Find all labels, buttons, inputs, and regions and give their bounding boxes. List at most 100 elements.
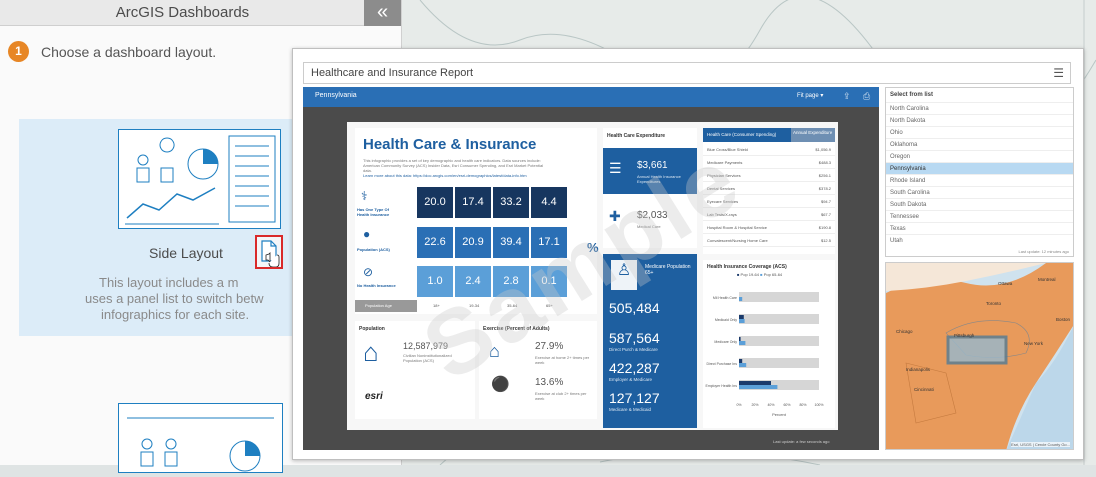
value-cell: 4.4 — [531, 187, 567, 218]
value-cell: 17.1 — [531, 227, 567, 258]
layout-description: This layout includes a m uses a panel li… — [71, 275, 321, 323]
legend-swatch-icon: ■ — [760, 272, 763, 277]
coverage-bar-background — [739, 336, 819, 346]
medicare-stat-value: 587,564 — [609, 330, 660, 346]
expenditure-2-label: Medical Care — [637, 224, 661, 229]
double-chevron-left-icon: « — [376, 1, 389, 23]
percent-symbol: % — [587, 240, 599, 255]
coverage-tick-label: 40% — [767, 403, 774, 407]
list-item[interactable]: Ohio — [886, 126, 1073, 138]
row-label-population: Population (ACS) — [357, 247, 390, 252]
list-item[interactable]: Pennsylvania — [886, 162, 1073, 174]
coverage-bar-chart: Mil Health Care Medicaid Only Medicare Onl… — [705, 292, 823, 417]
coverage-tick-label: 20% — [751, 403, 758, 407]
dashboard-footer-note: Last update: a few seconds ago — [773, 439, 830, 444]
coverage-title: Health Insurance Coverage (ACS) — [707, 264, 787, 270]
legend-label: Pop 65-64 — [763, 272, 783, 277]
coverage-bar — [739, 363, 747, 367]
spending-row: Eyecare Services $94.7 — [703, 196, 835, 208]
panel-header: ArcGIS Dashboards « — [0, 0, 401, 26]
spending-row: Hospital Room & Hospital Service $190.8 — [703, 222, 835, 234]
list-item[interactable]: South Carolina — [886, 186, 1073, 198]
list-item[interactable]: South Dakota — [886, 198, 1073, 210]
state-list: North Carolina North Dakota Ohio Oklahoma Or… — [886, 102, 1073, 246]
spending-value: $488.3 — [818, 160, 831, 165]
list-header: Select from list — [890, 92, 934, 98]
spending-value: $67.7 — [820, 212, 831, 217]
row-label-insured: Has One Type Of Health Insurance — [357, 207, 390, 217]
spending-row: Blue Cross/Blue Shield $1,056.9 — [703, 144, 835, 156]
expenditure-1-block: ☰ $3,661 Annual Health Insurance Expendi… — [603, 148, 697, 194]
health-care-card: Health Care & Insurance This infographic… — [355, 128, 599, 314]
medicare-stat-value: 505,484 — [609, 300, 660, 316]
preview-layout-button[interactable] — [255, 235, 283, 269]
state-list-panel: Select from list North Carolina North Dak… — [885, 87, 1074, 257]
population-card: Population ⌂ 12,587,979 Civilian Noninst… — [355, 321, 475, 419]
print-icon[interactable]: ⎙ — [863, 91, 871, 101]
dashboard-header-bar: Pennsylvania Fit page ▾ ⇪ ⎙ — [303, 87, 879, 107]
infographic-title: Health Care & Insurance — [363, 136, 537, 153]
popup-title: Healthcare and Insurance Report — [311, 67, 474, 79]
population-value: 12,587,979 — [403, 341, 449, 351]
population-title: Population — [359, 326, 385, 332]
map-label: Indianapolis — [906, 367, 931, 372]
list-item[interactable]: Tennessee — [886, 210, 1073, 222]
popup-title-bar: Healthcare and Insurance Report ☰ — [303, 62, 1071, 84]
spending-row: Dental Services $378.2 — [703, 183, 835, 195]
population-label: Civilian Noninstitutionalized Population… — [403, 353, 452, 363]
map-label: Ottawa — [998, 281, 1013, 286]
age-group: 19-34 — [469, 303, 480, 308]
layout-option-side[interactable]: Side Layout This layout includes a m use… — [19, 119, 319, 336]
spending-label: Convalescent/Nursing Home Care — [707, 238, 768, 243]
coverage-bar — [739, 319, 745, 323]
legend-label: Pop 19-64 — [740, 272, 760, 277]
coverage-category-label: Employer Health Ins — [705, 384, 737, 388]
hospital-icon: ✚ — [609, 208, 621, 224]
learn-more-link[interactable]: Learn more about this data: https://doc.… — [363, 173, 527, 178]
list-item[interactable]: Oklahoma — [886, 138, 1073, 150]
coverage-bar — [739, 315, 744, 319]
list-item[interactable]: Texas — [886, 222, 1073, 234]
layout-option-next[interactable] — [118, 403, 283, 473]
next-layout-thumbnail-icon — [127, 417, 274, 472]
value-cell: 1.0 — [417, 266, 453, 297]
coverage-bar — [739, 381, 771, 385]
hamburger-menu-icon[interactable]: ☰ — [1053, 66, 1064, 80]
value-cell: 2.4 — [455, 266, 491, 297]
medicare-card: ♙ Medicare Population 65+ 505,484 587,56… — [603, 254, 697, 428]
money-icon: ☰ — [609, 160, 622, 176]
side-layout-thumbnail-icon — [118, 129, 281, 229]
spending-label: Physician Services — [707, 173, 741, 178]
age-group: 65+ — [546, 303, 553, 308]
list-item[interactable]: Oregon — [886, 150, 1073, 162]
share-icon[interactable]: ⇪ — [843, 91, 851, 101]
exercise-card: Exercise (Percent of Adults) ⌂ 27.9% Exe… — [479, 321, 597, 419]
spending-value: $190.8 — [818, 225, 831, 230]
coverage-category-label: Medicare Only — [714, 340, 737, 344]
step-number: 1 — [8, 41, 29, 62]
list-item[interactable]: Rhode Island — [886, 174, 1073, 186]
fit-page-dropdown[interactable]: Fit page ▾ — [797, 93, 824, 99]
age-header: Population Age — [355, 300, 417, 312]
state-map — [886, 263, 1073, 449]
layout-desc-line-3: infographics for each site. — [101, 307, 250, 322]
value-cell: 2.8 — [493, 266, 529, 297]
spending-label: Blue Cross/Blue Shield — [707, 147, 748, 152]
value-cell: 20.0 — [417, 187, 453, 218]
coverage-bar — [739, 297, 743, 301]
spending-value: $1,056.9 — [815, 147, 831, 152]
spending-row: Lab Tests/X-rays $67.7 — [703, 209, 835, 221]
coverage-bar — [739, 341, 746, 345]
bicycle-icon: ⚫ — [491, 376, 510, 393]
expenditure-1-value: $3,661 — [637, 160, 668, 171]
list-item[interactable]: North Carolina — [886, 102, 1073, 114]
spending-value: $378.2 — [818, 186, 831, 191]
map-label: Cincinnati — [914, 387, 934, 392]
list-item[interactable]: Utah — [886, 234, 1073, 246]
coverage-bar — [739, 385, 778, 389]
spending-row: Medicare Payments $488.3 — [703, 157, 835, 169]
map-panel[interactable]: Ottawa Montreal Toronto Chicago Pittsburgh In… — [885, 262, 1074, 450]
collapse-panel-button[interactable]: « — [364, 0, 401, 26]
list-item[interactable]: North Dakota — [886, 114, 1073, 126]
no-insurance-icon: ⊘ — [363, 265, 374, 279]
